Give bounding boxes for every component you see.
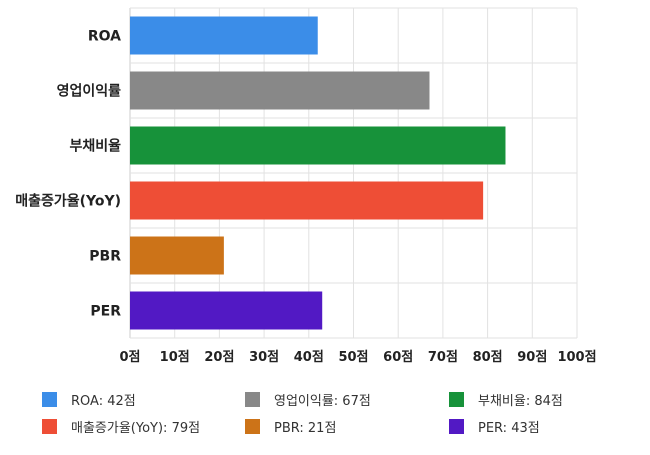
category-label: PBR: [89, 249, 121, 265]
bar: [130, 126, 506, 165]
legend-label: 매출증가율(YoY): 79점: [71, 421, 200, 436]
bar: [130, 71, 430, 110]
legend-swatch: [42, 392, 57, 407]
x-tick-label: 50점: [338, 350, 368, 365]
bar: [130, 291, 323, 330]
bar: [130, 181, 484, 220]
legend-label: 부채비율: 84점: [478, 394, 563, 409]
x-tick-label: 100점: [557, 350, 596, 365]
x-tick-label: 10점: [160, 350, 190, 365]
legend-label: PER: 43점: [478, 421, 540, 436]
x-tick-label: 40점: [294, 350, 324, 365]
category-label: 부채비율: [69, 138, 121, 155]
category-label: ROA: [88, 29, 121, 45]
legend-label: 영업이익률: 67점: [274, 394, 371, 409]
x-tick-label: 0점: [119, 350, 140, 365]
grid: [129, 7, 578, 339]
x-tick-label: 30점: [249, 350, 279, 365]
x-tick-label: 20점: [204, 350, 234, 365]
legend-label: PBR: 21점: [274, 421, 336, 436]
category-label: 영업이익률: [57, 83, 122, 100]
x-tick-label: 60점: [383, 350, 413, 365]
category-label: PER: [90, 304, 121, 320]
legend-swatch: [42, 419, 57, 434]
bar: [130, 236, 224, 275]
legend-swatch: [449, 419, 464, 434]
x-axis-ticks: 0점 10점 20점 30점 40점 50점 60점 70점 80점 90점 100점: [119, 350, 596, 365]
legend-label: ROA: 42점: [71, 394, 136, 409]
x-tick-label: 90점: [517, 350, 547, 365]
legend-swatch: [245, 419, 260, 434]
legend-swatch: [449, 392, 464, 407]
legend-swatch: [245, 392, 260, 407]
bar: [130, 16, 318, 55]
bars: [130, 16, 506, 330]
x-tick-label: 80점: [473, 350, 503, 365]
category-label: 매출증가율(YoY): [15, 193, 121, 210]
x-tick-label: 70점: [428, 350, 458, 365]
